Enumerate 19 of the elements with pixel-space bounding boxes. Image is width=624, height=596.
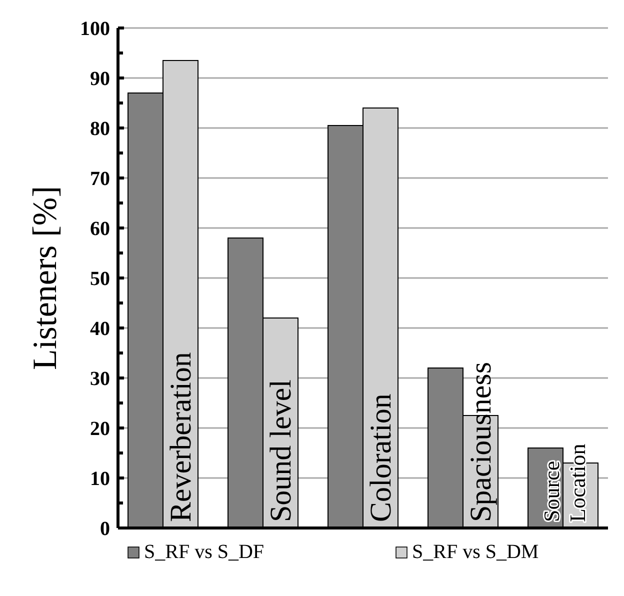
y-tick-label: 30 <box>90 368 110 390</box>
y-tick-label: 20 <box>90 418 110 440</box>
y-tick-label: 50 <box>90 268 110 290</box>
y-tick-label: 70 <box>90 168 110 190</box>
legend-label: S_RF vs S_DF <box>144 541 264 563</box>
y-tick-label: 10 <box>90 468 110 490</box>
x-tick-label: Source Location <box>539 444 590 522</box>
legend-label: S_RF vs S_DM <box>412 541 539 563</box>
x-tick-label: Spaciousness <box>464 362 498 522</box>
y-axis-title: Listeners [%] <box>27 186 64 370</box>
x-tick-label: Sound level <box>264 380 298 522</box>
y-tick-label: 80 <box>90 118 110 140</box>
y-tick-label: 60 <box>90 218 110 240</box>
y-tick-label: 0 <box>100 518 110 540</box>
x-tick-label: Reverberation <box>164 352 198 522</box>
y-tick-label: 90 <box>90 68 110 90</box>
y-tick-label: 40 <box>90 318 110 340</box>
x-tick-label: Coloration <box>364 394 398 522</box>
y-tick-label: 100 <box>80 18 110 40</box>
